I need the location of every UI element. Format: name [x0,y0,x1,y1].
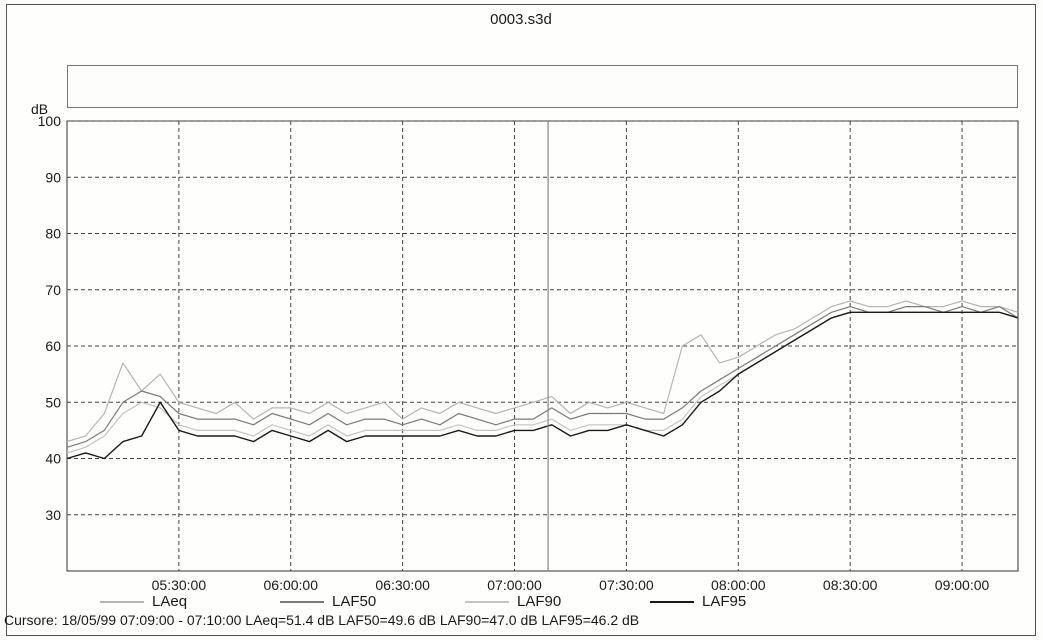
legend-swatch [100,600,144,603]
legend-swatch [280,600,324,603]
legend-label: LAF50 [332,593,377,610]
y-tick-label: 30 [45,507,61,523]
y-tick-label: 90 [45,169,61,185]
y-tick-label: 50 [45,394,61,410]
x-tick-label: 08:00:00 [711,577,766,593]
y-axis-label: dB [31,101,48,117]
chart-legend: LAeq LAF50 LAF90 LAF95 [60,593,1020,611]
y-tick-label: 60 [45,338,61,354]
y-tick-label: 100 [38,113,62,129]
legend-item-laf95: LAF95 [650,593,746,610]
x-tick-label: 07:00:00 [487,577,542,593]
legend-label: LAF95 [702,593,747,610]
y-tick-label: 80 [45,226,61,242]
series-line-laeq [66,300,1019,443]
x-tick-label: 06:30:00 [375,577,430,593]
window-title: 0003.s3d [490,11,552,28]
legend-item-laf50: LAF50 [280,593,376,610]
legend-label: LAeq [152,593,188,610]
y-tick-label: 40 [45,451,61,467]
series-line-laf90 [66,311,1019,454]
cursor-readout: Cursore: 18/05/99 07:09:00 - 07:10:00 LA… [4,612,640,628]
legend-item-laf90: LAF90 [465,593,561,610]
legend-label: LAF90 [517,593,562,610]
legend-swatch [465,600,509,603]
info-panel [67,65,1018,108]
series-line-laf95 [66,311,1019,460]
x-tick-label: 08:30:00 [823,577,878,593]
legend-swatch [650,600,694,603]
x-tick-label: 05:30:00 [152,577,207,593]
x-tick-label: 06:00:00 [264,577,319,593]
x-tick-label: 09:00:00 [935,577,990,593]
chart-window: 0003.s3d [6,4,1036,636]
series-line-laf50 [66,306,1019,448]
x-tick-label: 07:30:00 [599,577,654,593]
y-tick-label: 70 [45,282,61,298]
legend-item-laeq: LAeq [100,593,187,610]
